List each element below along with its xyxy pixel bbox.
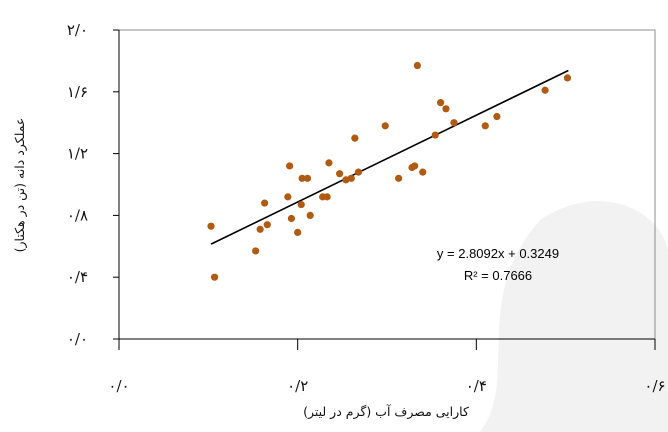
data-point	[354, 168, 363, 176]
axes	[118, 30, 655, 340]
data-point	[413, 61, 421, 70]
data-point	[294, 228, 302, 236]
data-points	[207, 61, 572, 281]
data-point	[541, 86, 549, 94]
trendline-equation: y = 2.8092x + 0.3249	[437, 246, 559, 261]
r-squared-label: R² = 0.7666	[464, 268, 532, 283]
data-point	[287, 214, 296, 223]
x-tick-label: ۰/۴	[466, 377, 487, 395]
data-point	[419, 168, 427, 176]
data-point	[207, 222, 215, 230]
data-point	[325, 159, 333, 167]
data-point	[563, 74, 572, 82]
y-axis-ticks: ۰/۰ ۰/۴ ۰/۸ ۱/۲ ۱/۶ ۲/۰	[67, 21, 119, 348]
y-tick-label: ۰/۰	[67, 330, 88, 348]
data-point	[261, 199, 269, 207]
y-tick-label: ۰/۴	[67, 268, 88, 286]
y-tick-label: ۱/۲	[67, 145, 88, 163]
data-point	[481, 122, 489, 130]
y-tick-label: ۱/۶	[67, 83, 88, 101]
data-point	[298, 174, 306, 182]
data-point	[297, 200, 305, 209]
data-point	[351, 134, 359, 142]
data-point	[347, 174, 355, 182]
x-tick-label: ۰/۶	[644, 377, 665, 395]
y-tick-label: ۲/۰	[67, 21, 88, 39]
data-point	[210, 273, 219, 281]
trendline	[210, 69, 569, 245]
y-axis-title: عملکرد دانه (تن در هکتار)	[12, 118, 28, 253]
data-point	[395, 174, 403, 182]
watermark-shape	[480, 201, 668, 432]
data-point	[336, 170, 344, 178]
data-point	[306, 211, 314, 219]
x-axis-title: کارایی مصرف آب (گرم در لیتر)	[303, 404, 469, 420]
data-point	[437, 99, 445, 107]
data-point	[381, 122, 389, 130]
data-point	[323, 193, 331, 201]
data-point	[252, 247, 260, 255]
data-point	[256, 225, 264, 233]
x-tick-label: ۰/۰	[108, 377, 129, 395]
data-point	[450, 119, 458, 127]
data-point	[263, 221, 271, 229]
x-tick-label: ۰/۲	[287, 377, 308, 395]
y-tick-label: ۰/۸	[67, 206, 88, 224]
data-point	[411, 162, 419, 170]
data-point	[431, 131, 439, 139]
data-point	[286, 162, 294, 170]
data-point	[442, 105, 450, 113]
data-point	[493, 112, 501, 121]
data-point	[284, 193, 292, 201]
x-axis-ticks: ۰/۰ ۰/۲ ۰/۴ ۰/۶	[108, 339, 666, 395]
data-point	[303, 174, 312, 182]
